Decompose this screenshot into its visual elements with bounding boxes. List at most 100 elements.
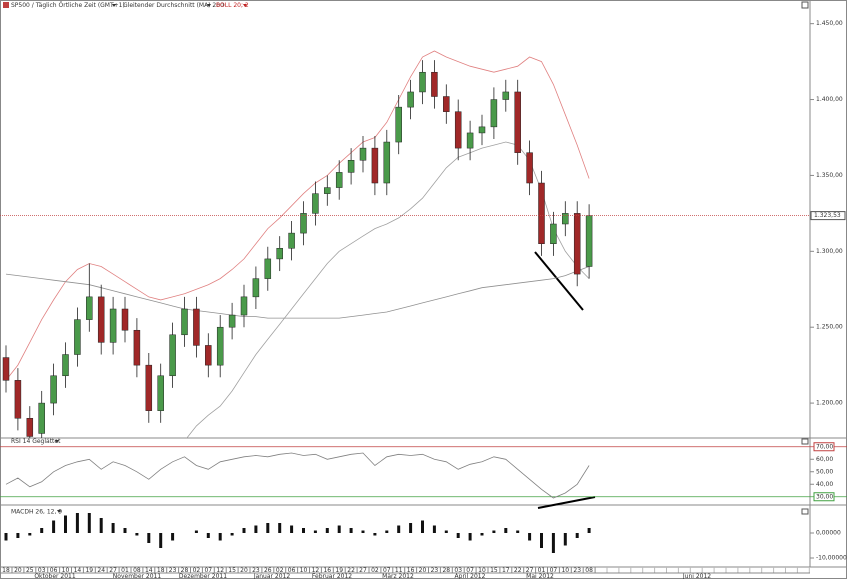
dropdown-arrow[interactable] xyxy=(207,4,211,7)
y-tick-label: 1.350,00 xyxy=(816,172,843,179)
macd-bar xyxy=(40,528,44,533)
macd-bar xyxy=(75,513,79,533)
x-tick-label: 20 xyxy=(14,567,22,574)
dropdown-arrow[interactable] xyxy=(112,4,116,7)
candle-body xyxy=(240,296,248,316)
chart-title[interactable]: SP500 / Täglich Örtliche Zeit (GMT+1) xyxy=(11,2,125,9)
macd-bar xyxy=(337,525,341,533)
macd-bar xyxy=(4,533,8,541)
macd-bar xyxy=(432,525,436,533)
dropdown-arrow[interactable] xyxy=(243,4,247,7)
candle-body xyxy=(526,152,533,184)
macd-bar xyxy=(302,528,305,533)
month-label: Oktober 2011 xyxy=(34,573,76,579)
candle-body xyxy=(205,345,212,366)
dropdown-arrow[interactable] xyxy=(57,510,61,513)
macd-bar xyxy=(397,525,401,533)
candle-body xyxy=(478,126,486,134)
candle-body xyxy=(383,141,391,184)
instrument-icon xyxy=(3,2,9,8)
x-tick-label: 28 xyxy=(442,567,450,574)
x-tick-label: 03 xyxy=(454,567,462,574)
macd-bar xyxy=(254,525,258,533)
candle-body xyxy=(502,91,510,100)
y-tick-label: 1.400,00 xyxy=(816,96,843,103)
macd-bar xyxy=(16,533,20,538)
boll-legend[interactable]: BOLL 20; 2 xyxy=(216,2,249,9)
macd-bar xyxy=(135,533,139,536)
dropdown-arrow[interactable] xyxy=(55,440,59,443)
candle-body xyxy=(573,213,581,275)
candle-body xyxy=(264,258,272,279)
window-button[interactable] xyxy=(801,1,809,9)
candle-body xyxy=(133,329,141,366)
x-tick-label: 24 xyxy=(97,567,105,574)
month-label: Februar 2012 xyxy=(312,573,352,579)
x-tick-label: 07 xyxy=(466,567,474,574)
candle-body xyxy=(407,91,414,108)
candle-body xyxy=(50,375,57,404)
macd-bar xyxy=(444,530,448,533)
macd-bar xyxy=(194,530,198,533)
candle-body xyxy=(335,172,343,188)
candle-body xyxy=(74,319,81,355)
x-tick-label: 15 xyxy=(490,567,498,574)
trend-line xyxy=(537,496,596,509)
candle-body xyxy=(443,96,450,112)
candle-body xyxy=(562,213,569,225)
x-tick-label: 28 xyxy=(181,567,189,574)
x-tick-label: 07 xyxy=(550,567,558,574)
candle-body xyxy=(252,278,260,298)
x-tick-label: 20 xyxy=(419,567,427,574)
x-tick-label: 20 xyxy=(240,567,248,574)
candle-body xyxy=(2,357,10,381)
x-tick-label: 27 xyxy=(359,567,367,574)
x-tick-label: 12 xyxy=(312,567,320,574)
macd-bar xyxy=(171,533,175,541)
candle-body xyxy=(371,147,379,184)
ma-legend[interactable]: Gleitender Durchschnitt (MA) 200 xyxy=(123,2,224,9)
macd-bar xyxy=(52,520,56,533)
candle-body xyxy=(419,71,426,93)
candle-body xyxy=(359,147,367,161)
plot-area xyxy=(2,50,593,438)
x-tick-label: 22 xyxy=(347,567,355,574)
candle-body xyxy=(97,296,105,343)
candle-body xyxy=(276,248,283,260)
macd-bar xyxy=(551,533,555,553)
x-tick-label: 10 xyxy=(300,567,308,574)
y-tick-label: 0,00000 xyxy=(816,530,841,537)
macd-bar xyxy=(206,533,210,538)
macd-title[interactable]: MACDH 26, 12, 9 xyxy=(11,509,62,516)
x-tick-label: 16 xyxy=(407,567,415,574)
window-button[interactable] xyxy=(801,438,809,445)
x-tick-label: 08 xyxy=(133,567,141,574)
x-tick-label: 15 xyxy=(228,567,236,574)
candle-body xyxy=(514,91,521,153)
y-tick-label: -10,00000 xyxy=(816,555,847,562)
last-price-label: 1.323,53 xyxy=(814,212,841,219)
candle-body xyxy=(347,160,355,173)
y-tick-label: 1.250,00 xyxy=(816,324,843,331)
candle-body xyxy=(228,314,236,328)
reference-label-box xyxy=(813,492,835,502)
candle-body xyxy=(121,308,129,331)
y-tick-label: 60,00 xyxy=(816,456,833,463)
month-label: Januar 2012 xyxy=(253,573,291,579)
reference-label: 30,00 xyxy=(816,493,833,500)
macd-bar xyxy=(230,533,234,536)
x-tick-label: 01 xyxy=(121,567,129,574)
y-tick-label: 1.200,00 xyxy=(816,400,843,407)
candle-body xyxy=(157,375,164,411)
macd-bar xyxy=(218,533,222,541)
x-tick-label: 23 xyxy=(573,567,581,574)
macd-bar xyxy=(468,533,472,541)
candle-body xyxy=(490,99,498,128)
rsi-title[interactable]: RSI 14 Geglättet xyxy=(11,438,61,445)
x-tick-label: 23 xyxy=(252,567,260,574)
window-button[interactable] xyxy=(801,508,809,515)
macd-bar xyxy=(421,520,424,533)
month-label: Mai 2012 xyxy=(526,573,554,579)
x-tick-label: 02 xyxy=(276,567,284,574)
